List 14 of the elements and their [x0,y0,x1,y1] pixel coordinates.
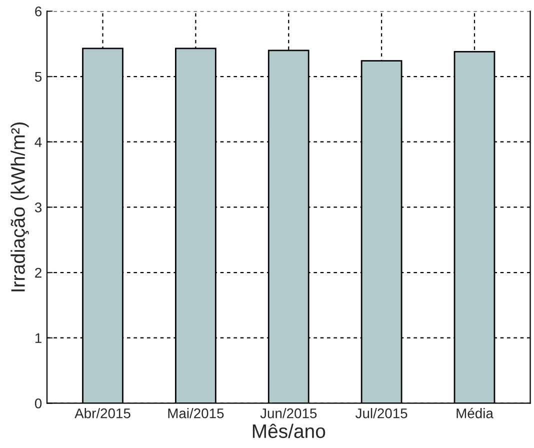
x-tick-label: Jun/2015 [260,408,317,418]
x-tick-label: Mai/2015 [168,408,224,418]
y-tick-label: 4 [34,137,42,147]
x-tick-label: Abr/2015 [74,408,130,418]
y-tick-label: 6 [35,6,42,16]
x-axis-title: Mês/ano [252,424,326,438]
y-tick-label: 2 [35,268,42,278]
y-axis-title: Irradiação (kWh/m²) [10,122,29,292]
x-tick-label: Jul/2015 [356,408,408,418]
y-tick-label: 1 [35,333,42,343]
y-tick-label: 0 [34,398,42,408]
y-tick-label: 3 [34,202,42,212]
x-tick-label: Média [456,408,494,418]
y-tick-label: 5 [34,72,42,82]
